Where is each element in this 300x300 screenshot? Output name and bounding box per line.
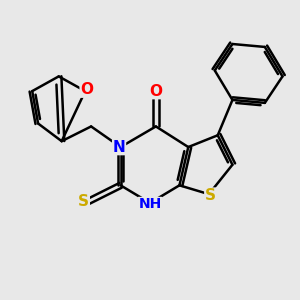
Text: O: O <box>80 82 93 97</box>
Text: NH: NH <box>138 197 162 212</box>
Text: S: S <box>205 188 216 203</box>
Text: O: O <box>149 84 162 99</box>
Text: N: N <box>113 140 125 154</box>
Text: S: S <box>78 194 89 209</box>
